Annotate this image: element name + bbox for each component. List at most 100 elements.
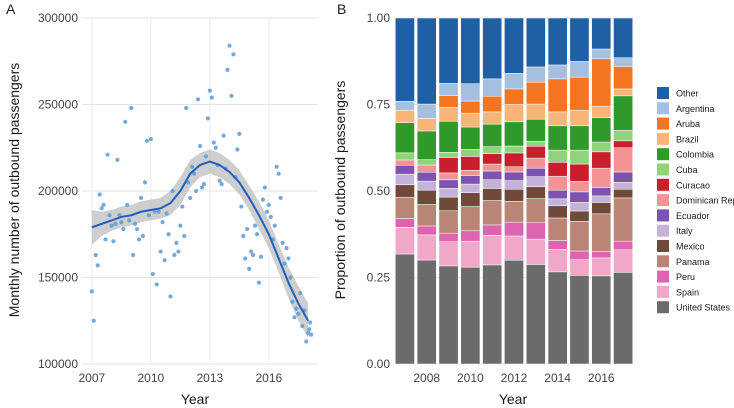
panel-a-data-point xyxy=(264,209,269,214)
panel-a-data-point xyxy=(288,275,293,280)
bar-segment-curacao-2011 xyxy=(482,153,503,165)
legend-label-aruba: Aruba xyxy=(676,119,700,129)
bar-segment-dominican-rep-2009 xyxy=(438,172,459,181)
panel-a-data-point xyxy=(190,164,195,169)
legend-label-other: Other xyxy=(676,89,699,99)
panel-a-data-point xyxy=(209,95,214,100)
panel-a-data-point xyxy=(138,195,144,201)
panel-a-data-point xyxy=(219,181,224,187)
panel-a-data-point xyxy=(140,233,146,239)
bar-segment-mexico-2013 xyxy=(525,186,546,199)
bar-segment-mexico-2010 xyxy=(460,192,481,207)
panel-a-data-point xyxy=(134,226,140,232)
legend-swatch-aruba xyxy=(657,117,669,130)
bar-segment-colombia-2015 xyxy=(569,125,590,151)
bar-segment-spain-2013 xyxy=(525,238,546,265)
panel-b-x-tick-label: 2014 xyxy=(544,371,571,385)
panel-a-y-axis-title: Monthly number of outbound passengers xyxy=(6,63,22,318)
bar-segment-ecuador-2012 xyxy=(504,171,524,181)
panel-a-data-point xyxy=(178,223,183,228)
bar-segment-panama-2013 xyxy=(525,198,546,223)
bar-segment-spain-2015 xyxy=(569,259,590,276)
bar-segment-united-states-2016 xyxy=(591,275,612,365)
bar-segment-brazil-2015 xyxy=(569,109,590,127)
panel-a-x-ticks: 2007 2010 2013 2016 xyxy=(78,371,282,385)
panel-a-gridlines xyxy=(82,17,318,365)
panel-a-data-point xyxy=(95,263,100,268)
legend-swatch-spain xyxy=(657,285,669,298)
bar-segment-other-2011 xyxy=(482,17,503,80)
bar-segment-argentina-2016 xyxy=(591,48,612,60)
panel-a-data-point xyxy=(286,256,291,261)
bar-segment-peru-2009 xyxy=(438,232,459,243)
panel-a-x-tick-label: 2013 xyxy=(196,371,223,385)
panel-a-data-point xyxy=(296,311,301,316)
bar-segment-cuba-2012 xyxy=(504,145,524,154)
panel-a-data-point xyxy=(221,133,226,138)
panel-a-data-point xyxy=(251,252,256,258)
panel-a-data-point xyxy=(89,289,94,294)
panel-a-data-point xyxy=(300,323,305,329)
panel-b-x-tick-label: 2010 xyxy=(457,371,484,385)
bar-segment-panama-2009 xyxy=(438,210,459,234)
bar-segment-colombia-2009 xyxy=(438,121,459,153)
bar-segment-italy-2013 xyxy=(525,176,546,188)
panel-a-data-point xyxy=(249,249,254,254)
panel-a-data-point xyxy=(239,204,244,209)
panel-a-data-point xyxy=(276,171,281,176)
panel-a-data-point xyxy=(235,147,240,152)
bar-segment-mexico-2011 xyxy=(482,188,503,201)
bar-segment-italy-2017 xyxy=(613,182,633,190)
bar-segment-dominican-rep-2013 xyxy=(525,157,546,169)
legend-swatch-panama xyxy=(657,255,669,268)
panel-a-data-point xyxy=(195,97,201,102)
legend-swatch-cuba xyxy=(657,163,669,176)
bar-segment-curacao-2017 xyxy=(613,140,633,149)
bar-segment-brazil-2009 xyxy=(438,107,459,122)
bar-segment-other-2017 xyxy=(613,17,633,59)
panel-b-x-ticks: 2008 2010 2012 2014 2016 xyxy=(413,371,615,385)
panel-a-data-point xyxy=(170,188,175,194)
legend-label-peru: Peru xyxy=(676,272,695,282)
panel-a-data-point xyxy=(203,154,208,159)
bar-segment-mexico-2014 xyxy=(547,205,568,219)
bar-segment-cuba-2008 xyxy=(416,159,437,166)
panel-a-fit-line xyxy=(91,160,310,322)
bar-segment-mexico-2009 xyxy=(438,196,459,212)
bar-segment-other-2015 xyxy=(569,17,590,62)
panel-b-y-tick-label: 0.25 xyxy=(367,271,391,285)
bar-segment-brazil-2017 xyxy=(613,88,633,97)
panel-a-data-point xyxy=(105,152,110,157)
bar-segment-mexico-2007 xyxy=(395,184,415,198)
bar-segment-other-2012 xyxy=(504,17,524,74)
bar-segment-curacao-2012 xyxy=(504,152,524,168)
bar-segment-dominican-rep-2007 xyxy=(395,159,415,166)
panel-a-fit-curve xyxy=(91,160,310,322)
panel-a-data-point xyxy=(103,237,108,242)
bar-segment-united-states-2008 xyxy=(416,259,437,365)
panel-a-data-point xyxy=(188,195,193,201)
bar-segment-dominican-rep-2017 xyxy=(613,147,633,173)
bar-segment-colombia-2008 xyxy=(416,130,437,160)
panel-a-data-point xyxy=(129,105,134,111)
panel-a-data-point xyxy=(292,315,297,320)
bar-segment-ecuador-2011 xyxy=(482,170,503,180)
panel-a-data-point xyxy=(229,93,234,98)
legend-swatch-other xyxy=(657,87,669,99)
bar-segment-brazil-2016 xyxy=(591,105,612,118)
bar-segment-other-2016 xyxy=(591,17,612,50)
bar-segment-colombia-2012 xyxy=(504,121,524,147)
panel-a-data-point xyxy=(274,164,279,169)
panel-a-data-point xyxy=(160,220,165,225)
panel-a-data-point xyxy=(201,181,207,187)
panel-a-data-point xyxy=(205,116,210,121)
bar-segment-panama-2008 xyxy=(416,204,437,227)
bar-segment-curacao-2009 xyxy=(438,157,459,174)
panel-a-points xyxy=(89,43,314,344)
bar-segment-colombia-2016 xyxy=(591,117,612,143)
legend-swatch-united-states xyxy=(657,301,669,314)
panel-a-data-point xyxy=(156,209,161,214)
bar-segment-brazil-2008 xyxy=(416,118,437,132)
legend-swatch-curacao xyxy=(657,178,669,191)
